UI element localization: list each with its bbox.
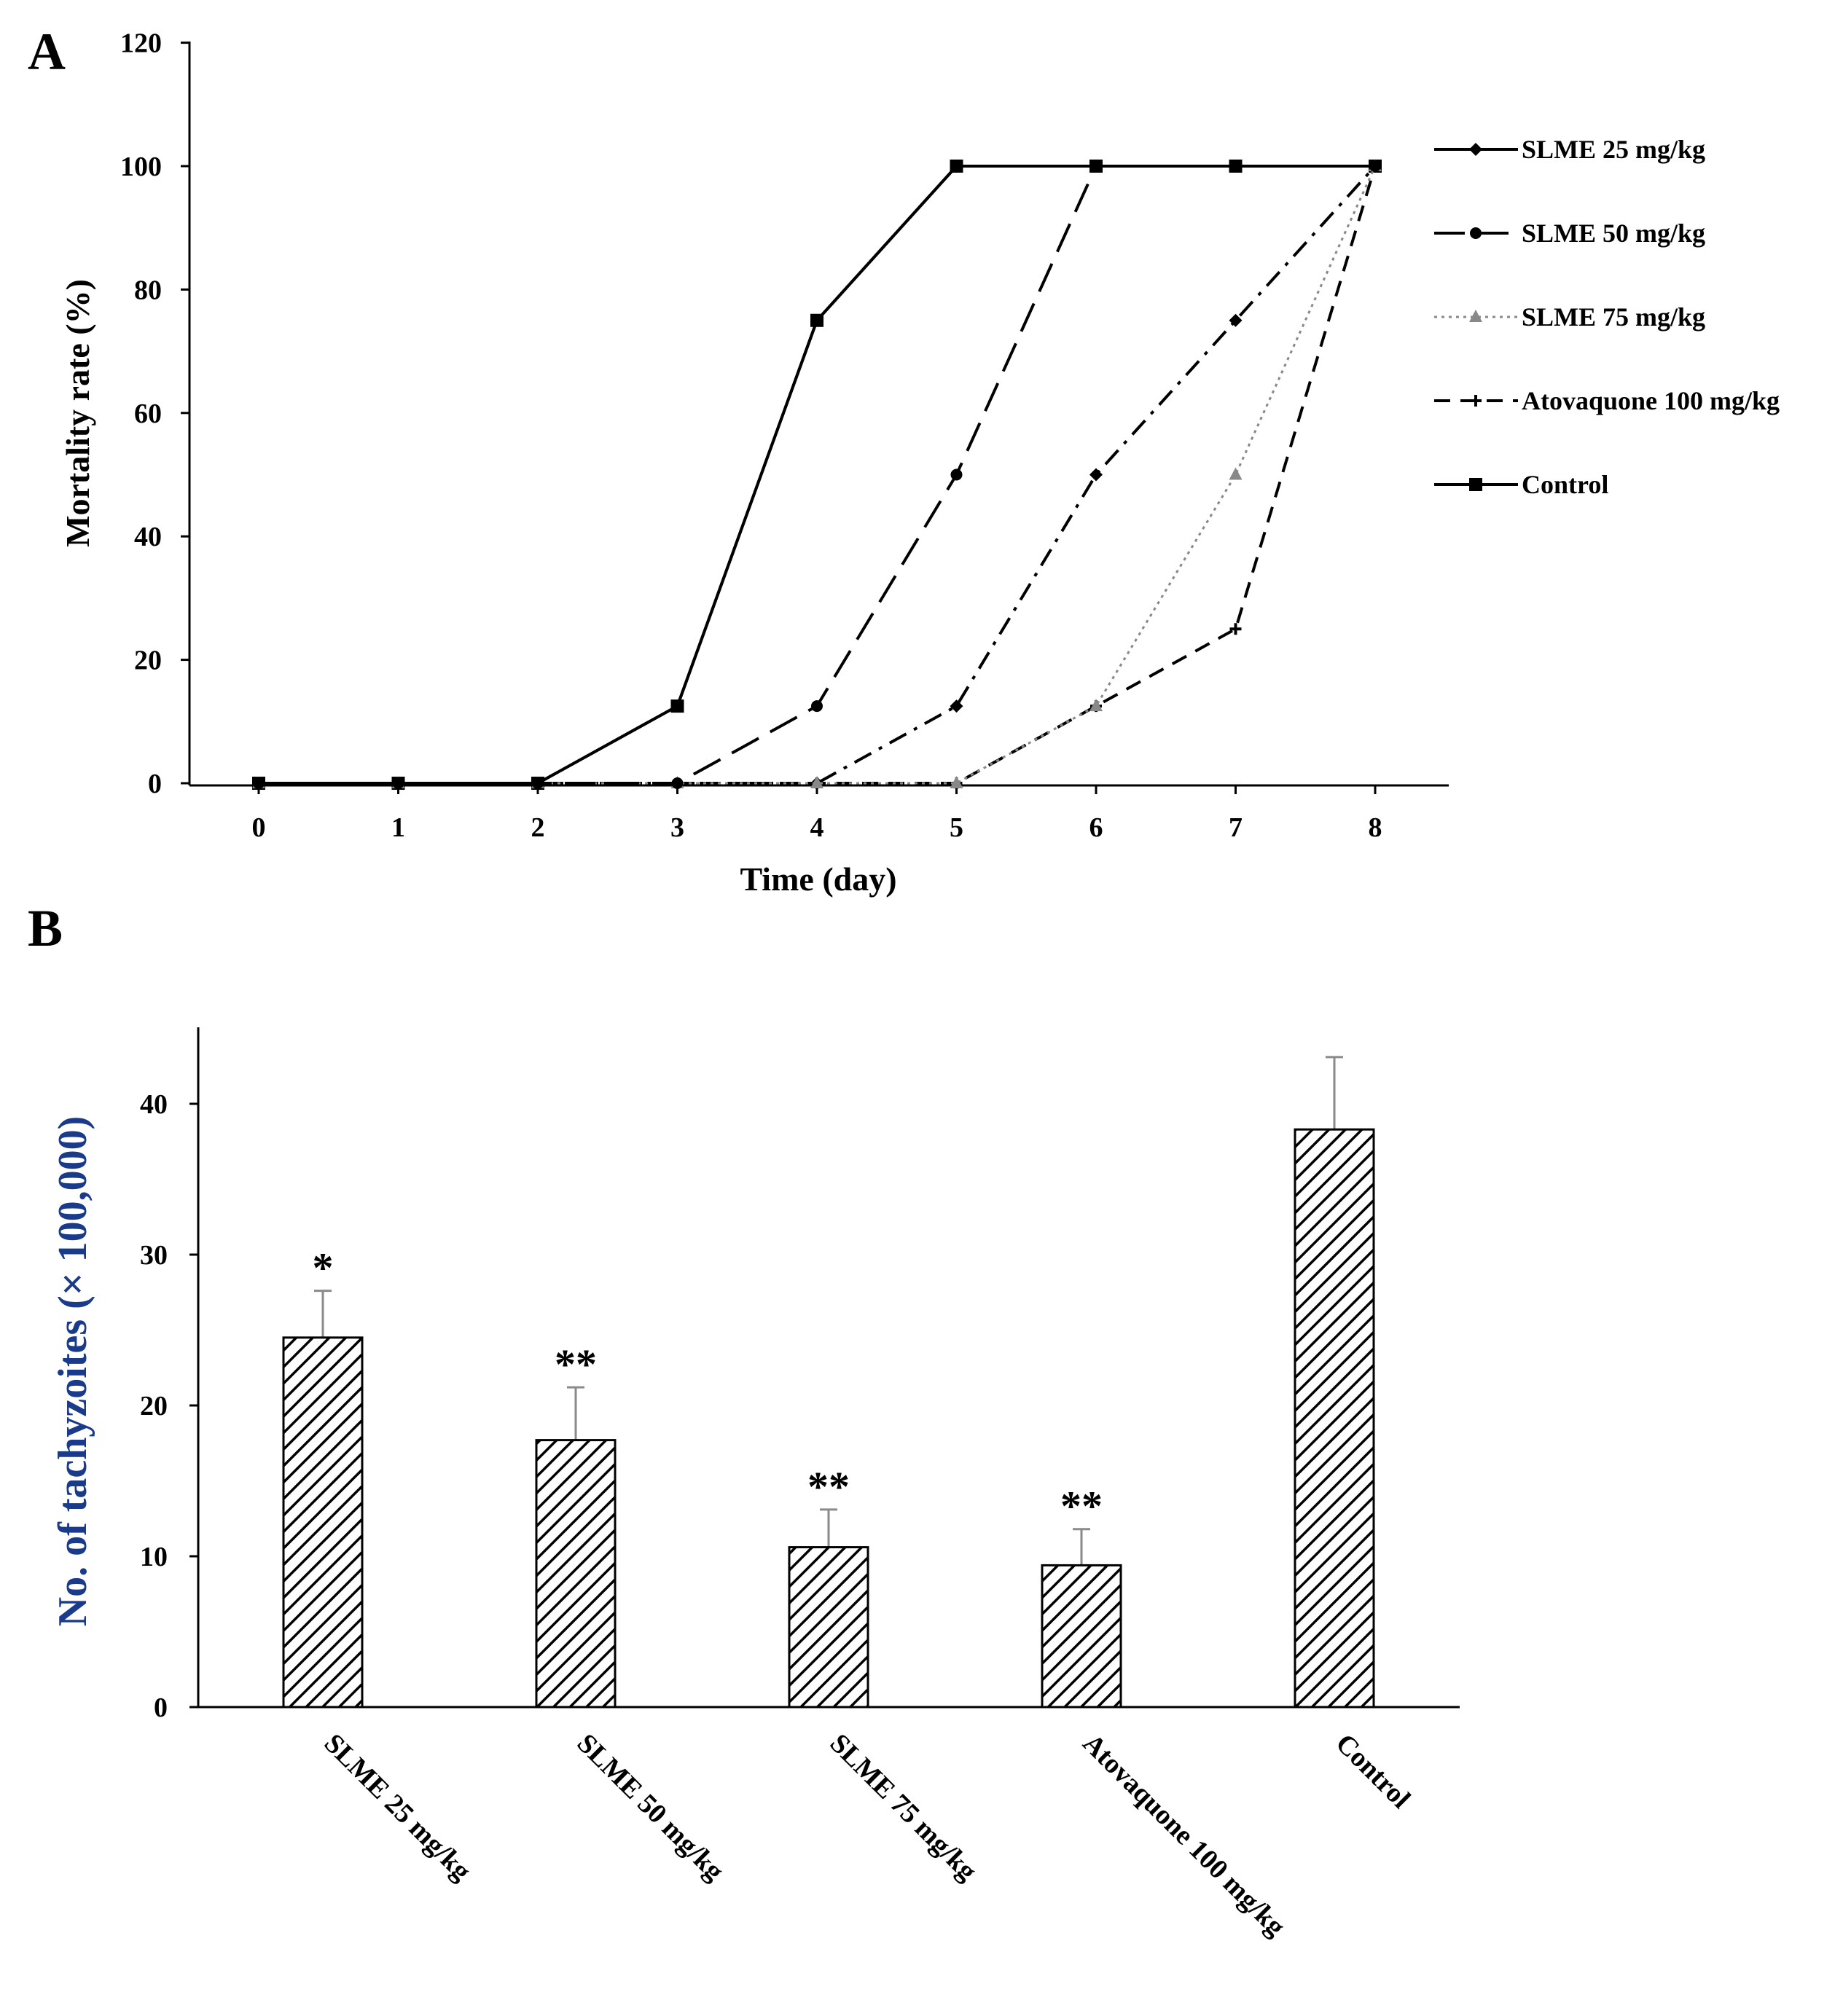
- x-tick-label: 1: [391, 812, 405, 843]
- y-tick-label: 100: [120, 152, 162, 182]
- significance-label: **: [555, 1341, 597, 1388]
- marker-diamond: [1469, 143, 1482, 156]
- y-tick-label: 20: [134, 646, 162, 676]
- bar: [535, 1439, 617, 1709]
- x-tick-label: 3: [670, 812, 684, 843]
- category-label: SLME 25 mg/kg: [318, 1728, 477, 1887]
- significance-label: **: [1060, 1483, 1103, 1530]
- significance-label: *: [313, 1244, 334, 1292]
- y-tick-label: 0: [154, 1693, 168, 1723]
- y-tick-label: 60: [134, 399, 162, 429]
- marker-plus: [1470, 395, 1482, 407]
- marker-triangle: [1469, 310, 1482, 322]
- bar: [282, 1336, 364, 1709]
- y-tick-label: 10: [140, 1542, 168, 1572]
- panel-a-legend: SLME 25 mg/kg SLME 50 mg/kg SLME 75 mg/kg A…: [1434, 135, 1780, 499]
- series-line: [259, 165, 1377, 785]
- x-tick-label: 5: [950, 812, 963, 843]
- panel-a-y-axis-title: Mortality rate (%): [59, 279, 96, 547]
- legend-label: Atovaquone 100 mg/kg: [1522, 386, 1780, 415]
- y-tick-label: 120: [120, 28, 162, 59]
- y-tick-label: 80: [134, 275, 162, 305]
- series-line: [259, 165, 1375, 785]
- marker-diamond: [950, 160, 963, 173]
- panel-b-y-axis-title: No. of tachyzoites (× 100,000): [50, 1116, 95, 1627]
- marker-diamond: [810, 313, 823, 327]
- marker-square: [1469, 478, 1482, 491]
- panel-a-series: [252, 159, 1382, 790]
- marker-diamond: [1229, 160, 1243, 173]
- significance-label: **: [807, 1463, 850, 1510]
- x-tick-label: 4: [810, 812, 824, 843]
- x-tick-label: 7: [1229, 812, 1243, 843]
- bar: [788, 1546, 869, 1709]
- marker-diamond: [1369, 160, 1382, 173]
- marker-diamond: [252, 777, 265, 790]
- series-line: [259, 165, 1377, 785]
- marker-diamond: [531, 777, 544, 790]
- panel-a-ticks: 0 20 40 60 80 100 120 0 1 2 3 4 5 6 7 8: [120, 28, 1382, 843]
- category-label: SLME 50 mg/kg: [571, 1728, 730, 1887]
- marker-circle: [671, 777, 684, 789]
- marker-triangle: [950, 776, 963, 788]
- panel-b-category-labels: SLME 25 mg/kg SLME 50 mg/kg SLME 75 mg/kg A…: [318, 1728, 1417, 1942]
- legend-label: SLME 75 mg/kg: [1522, 302, 1705, 332]
- marker-diamond: [1089, 160, 1103, 173]
- legend-label: Control: [1522, 470, 1608, 499]
- legend-label: SLME 25 mg/kg: [1522, 135, 1705, 164]
- marker-triangle: [810, 776, 823, 788]
- marker-circle: [811, 700, 823, 713]
- panel-b-bars: ***** **: [282, 1056, 1375, 1709]
- bar: [1041, 1564, 1122, 1709]
- panel-a-letter: A: [28, 23, 66, 81]
- marker-plus: [1229, 623, 1242, 635]
- marker-diamond: [950, 699, 963, 713]
- legend-label: SLME 50 mg/kg: [1522, 219, 1705, 248]
- y-tick-label: 40: [134, 522, 162, 552]
- panel-b-ticks: 0 10 20 30 40: [140, 1089, 198, 1723]
- marker-diamond: [1089, 468, 1103, 482]
- series-line: [259, 165, 1375, 785]
- y-tick-label: 40: [140, 1089, 168, 1120]
- panel-b-letter: B: [28, 899, 63, 957]
- panel-a-x-axis-title: Time (day): [740, 860, 896, 898]
- category-label: Atovaquone 100 mg/kg: [1077, 1728, 1291, 1942]
- y-tick-label: 20: [140, 1391, 168, 1421]
- x-tick-label: 2: [531, 812, 545, 843]
- category-label: SLME 75 mg/kg: [824, 1728, 983, 1887]
- series-line: [259, 165, 1375, 785]
- x-tick-label: 0: [252, 812, 266, 843]
- marker-circle: [950, 468, 963, 481]
- category-label: Control: [1330, 1728, 1417, 1815]
- panel-a-axes: [188, 42, 1449, 787]
- y-tick-label: 0: [148, 769, 162, 799]
- marker-circle: [1470, 227, 1482, 239]
- marker-triangle: [1229, 467, 1243, 480]
- marker-triangle: [1089, 699, 1103, 712]
- x-tick-label: 8: [1369, 812, 1382, 843]
- bar: [1294, 1128, 1375, 1709]
- series-line-dash-dot: [259, 165, 1377, 785]
- marker-diamond: [670, 699, 684, 713]
- panel-a: A 0 20 40 60 80 100 120 0 1 2 3 4 5 6 7 8 Time (day) Mo…: [28, 23, 1780, 898]
- marker-diamond: [1229, 313, 1243, 327]
- marker-diamond: [391, 777, 405, 790]
- x-tick-label: 6: [1089, 812, 1103, 843]
- y-tick-label: 30: [140, 1240, 168, 1271]
